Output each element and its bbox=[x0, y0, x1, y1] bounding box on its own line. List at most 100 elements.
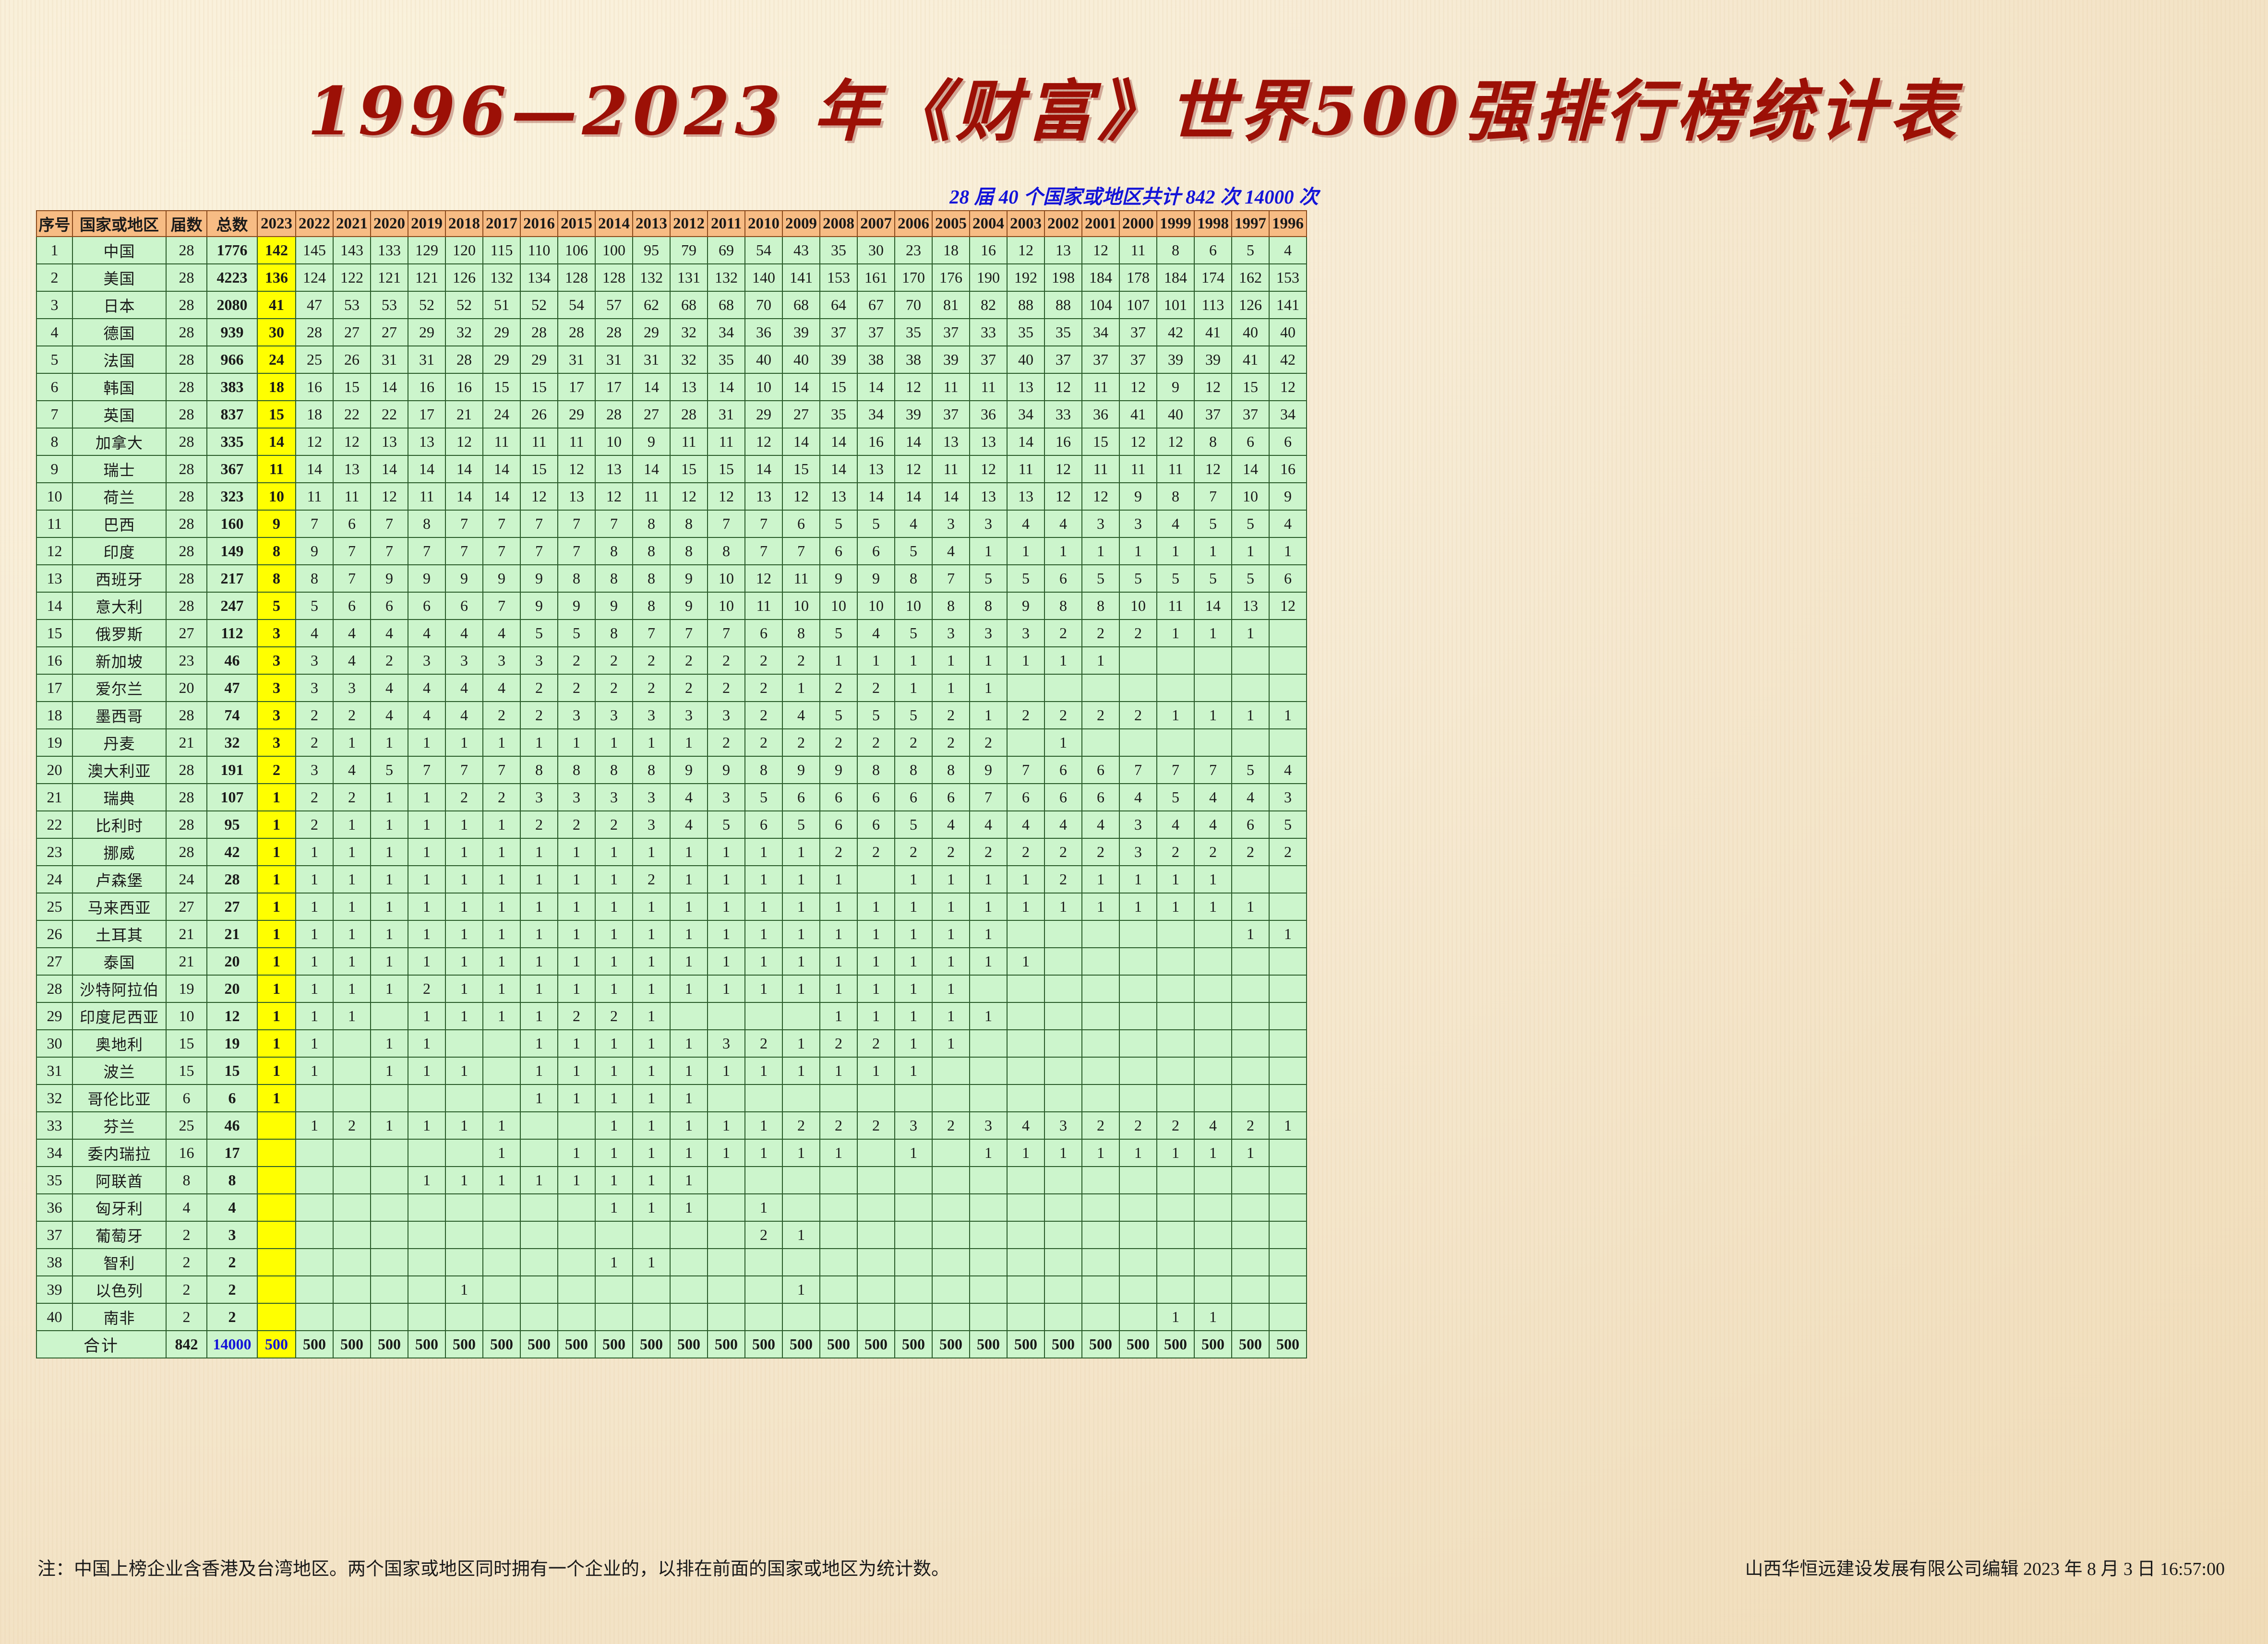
row-year-cell: 16 bbox=[1269, 455, 1307, 483]
row-year-cell: 1 bbox=[932, 1029, 970, 1058]
row-year-cell: 8 bbox=[857, 756, 895, 784]
row-year-cell: 1 bbox=[520, 865, 558, 893]
row-year-cell: 2 bbox=[782, 1111, 820, 1140]
row-year-cell bbox=[707, 1193, 745, 1222]
row-year-cell bbox=[1269, 1248, 1307, 1276]
row-terms: 2 bbox=[166, 1303, 207, 1331]
row-year-cell: 34 bbox=[707, 318, 745, 346]
row-year-cell: 176 bbox=[932, 263, 970, 292]
row-year-cell bbox=[370, 1002, 408, 1030]
row-year-cell: 1 bbox=[595, 975, 633, 1003]
row-year-cell bbox=[1156, 728, 1195, 757]
row-year-cell: 16 bbox=[408, 373, 446, 401]
row-year-cell: 9 bbox=[1156, 373, 1195, 401]
row-year-cell: 38 bbox=[894, 345, 933, 374]
row-year-cell: 1 bbox=[1231, 893, 1270, 921]
row-year-cell: 9 bbox=[257, 510, 296, 538]
total-year-cell: 500 bbox=[445, 1330, 483, 1358]
row-year-cell: 9 bbox=[819, 756, 858, 784]
row-year-cell: 1 bbox=[894, 893, 933, 921]
row-year-cell bbox=[969, 1084, 1008, 1112]
row-year-cell: 37 bbox=[1119, 345, 1157, 374]
row-terms: 25 bbox=[166, 1111, 207, 1140]
row-year-cell: 14 bbox=[370, 373, 408, 401]
row-year-cell: 1 bbox=[257, 893, 296, 921]
row-year-cell bbox=[1044, 674, 1082, 702]
row-year-cell: 2 bbox=[520, 701, 558, 729]
row-terms: 21 bbox=[166, 947, 207, 976]
row-year-cell: 4 bbox=[670, 810, 708, 839]
row-year-cell bbox=[482, 1084, 521, 1112]
row-year-cell: 1 bbox=[1231, 537, 1270, 565]
row-year-cell: 1 bbox=[632, 1139, 671, 1167]
row-year-cell: 1 bbox=[932, 920, 970, 948]
row-year-cell bbox=[894, 1303, 933, 1331]
row-year-cell bbox=[1119, 920, 1157, 948]
row-year-cell: 1 bbox=[632, 920, 671, 948]
row-year-cell: 37 bbox=[1081, 345, 1120, 374]
row-year-cell bbox=[1044, 920, 1082, 948]
row-year-cell: 70 bbox=[894, 291, 933, 319]
row-year-cell bbox=[1194, 947, 1232, 976]
row-total: 383 bbox=[206, 373, 258, 401]
row-year-cell: 2 bbox=[1081, 701, 1120, 729]
row-year-cell bbox=[1194, 920, 1232, 948]
row-terms: 2 bbox=[166, 1275, 207, 1304]
row-year-cell: 28 bbox=[557, 318, 596, 346]
row-year-cell: 136 bbox=[257, 263, 296, 292]
table-row: 9 瑞士 28 367 11 14 13 14 14 14 14 15 12 13 14 15 15 14 15 14… bbox=[36, 455, 1307, 483]
row-country: 西班牙 bbox=[72, 564, 167, 593]
row-year-cell: 1 bbox=[333, 1002, 371, 1030]
column-header-2014: 2014 bbox=[595, 210, 633, 237]
column-header-2002: 2002 bbox=[1044, 210, 1082, 237]
row-year-cell: 8 bbox=[1156, 482, 1195, 511]
row-year-cell: 4 bbox=[1007, 510, 1045, 538]
row-year-cell bbox=[969, 1166, 1008, 1194]
row-year-cell: 1 bbox=[819, 1002, 858, 1030]
row-country: 波兰 bbox=[72, 1057, 167, 1085]
row-year-cell: 1 bbox=[1156, 619, 1195, 647]
column-header-2008: 2008 bbox=[819, 210, 858, 237]
row-year-cell: 40 bbox=[744, 345, 783, 374]
row-year-cell: 1 bbox=[333, 728, 371, 757]
row-year-cell: 11 bbox=[969, 373, 1008, 401]
row-year-cell bbox=[707, 1002, 745, 1030]
row-year-cell: 7 bbox=[707, 619, 745, 647]
row-year-cell: 13 bbox=[408, 428, 446, 456]
row-year-cell: 1 bbox=[632, 1057, 671, 1085]
row-year-cell: 1 bbox=[632, 728, 671, 757]
row-year-cell bbox=[482, 1275, 521, 1304]
row-year-cell: 1 bbox=[370, 838, 408, 866]
row-year-cell: 31 bbox=[632, 345, 671, 374]
row-year-cell: 141 bbox=[1269, 291, 1307, 319]
row-year-cell: 29 bbox=[632, 318, 671, 346]
total-year-cell: 500 bbox=[482, 1330, 521, 1358]
row-year-cell: 3 bbox=[333, 674, 371, 702]
row-year-cell: 1 bbox=[819, 1057, 858, 1085]
row-country: 爱尔兰 bbox=[72, 674, 167, 702]
row-year-cell: 1 bbox=[445, 1111, 483, 1140]
row-year-cell: 1 bbox=[408, 810, 446, 839]
row-year-cell: 14 bbox=[257, 428, 296, 456]
row-terms: 21 bbox=[166, 920, 207, 948]
row-year-cell bbox=[1081, 1248, 1120, 1276]
row-year-cell bbox=[1231, 1002, 1270, 1030]
row-index: 18 bbox=[36, 701, 73, 729]
row-year-cell bbox=[1081, 947, 1120, 976]
row-year-cell: 1 bbox=[257, 975, 296, 1003]
row-year-cell: 8 bbox=[557, 564, 596, 593]
row-year-cell: 4 bbox=[1007, 1111, 1045, 1140]
row-year-cell: 1 bbox=[932, 975, 970, 1003]
table-row: 3 日本 28 2080 41 47 53 53 52 52 51 52 54 57 62 68 68 70 68 6… bbox=[36, 291, 1307, 319]
row-year-cell: 11 bbox=[1119, 236, 1157, 264]
row-year-cell: 12 bbox=[670, 482, 708, 511]
row-year-cell: 12 bbox=[1194, 373, 1232, 401]
row-year-cell: 1 bbox=[1081, 1139, 1120, 1167]
row-year-cell: 3 bbox=[932, 619, 970, 647]
row-year-cell: 4 bbox=[295, 619, 334, 647]
row-year-cell: 3 bbox=[1269, 783, 1307, 811]
editor-credit: 山西华恒远建设发展有限公司编辑 2023 年 8 月 3 日 16:57:00 bbox=[1745, 1559, 2225, 1579]
row-year-cell: 1 bbox=[557, 1166, 596, 1194]
row-year-cell: 6 bbox=[1007, 783, 1045, 811]
row-year-cell bbox=[445, 1084, 483, 1112]
